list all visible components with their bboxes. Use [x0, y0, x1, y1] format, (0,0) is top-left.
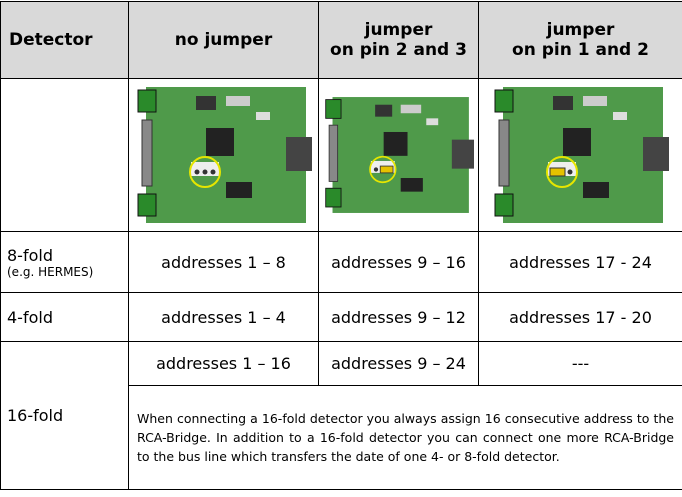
row-label: 8-fold(e.g. HERMES) [1, 232, 129, 293]
pcb-image [493, 82, 669, 228]
header-text: jumper [479, 20, 682, 40]
header-cell: Detector [1, 2, 129, 79]
image-cell [479, 79, 682, 232]
cell: addresses 17 - 20 [479, 293, 682, 342]
header-cell: no jumper [129, 2, 319, 79]
pcb-image [136, 82, 312, 228]
pcb-image [324, 82, 474, 228]
label-text: 8-fold [7, 246, 128, 265]
header-text: on pin 2 and 3 [319, 40, 478, 60]
cell: --- [479, 342, 682, 386]
cell: addresses 1 – 16 [129, 342, 319, 386]
cell: addresses 17 - 24 [479, 232, 682, 293]
cell: addresses 9 – 16 [319, 232, 479, 293]
note: When connecting a 16-fold detector you a… [129, 386, 682, 490]
row: 16-fold addresses 1 – 16 addresses 9 – 2… [1, 342, 682, 386]
cell: addresses 9 – 12 [319, 293, 479, 342]
cell: addresses 9 – 24 [319, 342, 479, 386]
header-text: jumper [319, 20, 478, 40]
empty-cell [1, 79, 129, 232]
header-text: Detector [9, 30, 128, 50]
cell: addresses 1 – 8 [129, 232, 319, 293]
row: 8-fold(e.g. HERMES) addresses 1 – 8 addr… [1, 232, 682, 293]
row-label: 4-fold [1, 293, 129, 342]
row: 4-fold addresses 1 – 4 addresses 9 – 12 … [1, 293, 682, 342]
cell: addresses 1 – 4 [129, 293, 319, 342]
header-text: no jumper [129, 30, 318, 50]
sublabel-text: (e.g. HERMES) [7, 265, 128, 279]
image-cell [319, 79, 479, 232]
image-cell [129, 79, 319, 232]
image-row [1, 79, 682, 232]
header-text: on pin 1 and 2 [479, 40, 682, 60]
row-label: 16-fold [1, 342, 129, 490]
